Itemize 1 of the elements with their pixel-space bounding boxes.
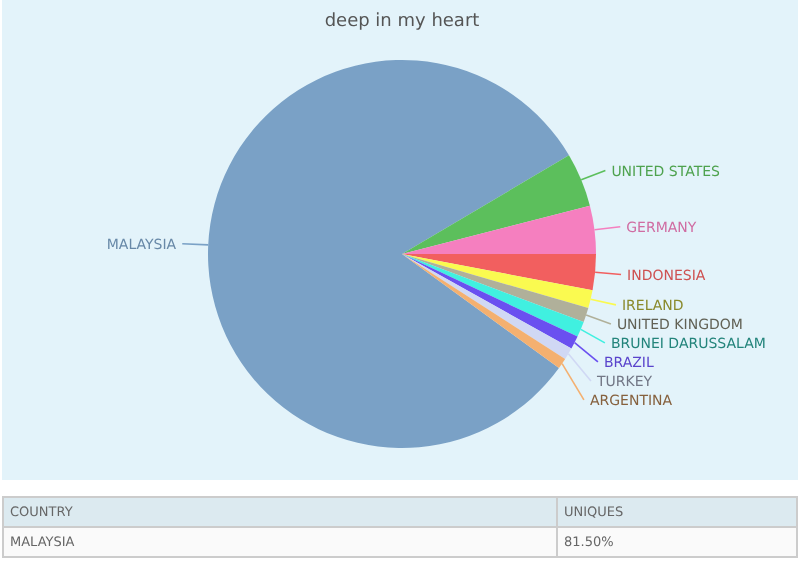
chart-title: deep in my heart (324, 12, 481, 32)
